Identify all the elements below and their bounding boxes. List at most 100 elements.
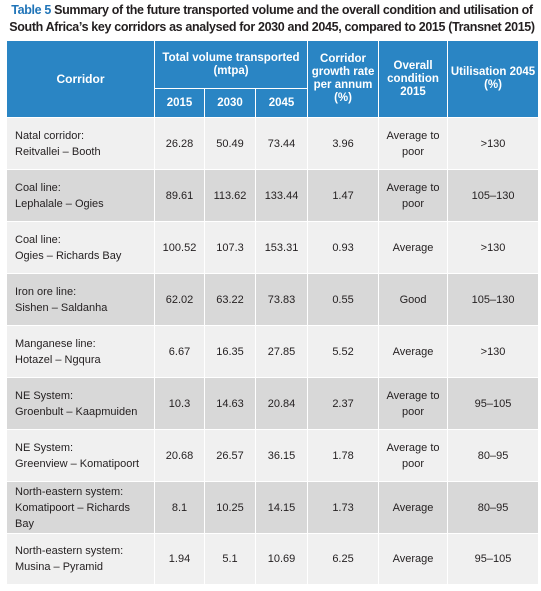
corridor-name-cell: North-eastern system: Musina – Pyramid	[6, 533, 155, 585]
corridor-line-name: North-eastern system:	[15, 485, 124, 498]
growth-rate-cell: 3.96	[307, 117, 380, 170]
corridor-name-cell: Manganese line: Hotazel – Ngqura	[6, 325, 155, 378]
corridor-line-name: Iron ore line:	[15, 285, 77, 298]
corridor-line-name: Natal corridor:	[15, 129, 85, 142]
volume-2045-cell: 10.69	[254, 533, 309, 585]
header-total-volume: Total volume transported (mtpa)	[153, 40, 309, 89]
utilisation-cell: 105–130	[447, 169, 540, 222]
condition-cell: Average to poor	[378, 169, 449, 222]
growth-rate-cell: 0.93	[307, 221, 380, 274]
table-row: NE System: Greenview – Komatipoort 20.68 26…	[6, 429, 540, 482]
corridor-name-cell: Natal corridor: Reitvallei – Booth	[6, 117, 155, 170]
growth-rate-cell: 2.37	[307, 377, 380, 430]
volume-2015-cell: 1.94	[154, 533, 205, 585]
table-row: Coal line: Ogies – Richards Bay 100.52 107.…	[6, 221, 540, 274]
volume-2030-cell: 113.62	[204, 169, 256, 222]
table-caption: Table 5 Summary of the future transporte…	[6, 2, 538, 36]
volume-2045-cell: 73.83	[254, 273, 309, 326]
condition-text: Average to	[386, 181, 440, 194]
corridor-route: Groenbult – Kaapmuiden	[15, 405, 138, 418]
header-years-row: 2015 2030 2045	[7, 88, 539, 118]
table-row: North-eastern system: Komatipoort – Richa…	[6, 481, 540, 534]
volume-2030-cell: 14.63	[204, 377, 256, 430]
table-row: Natal corridor: Reitvallei – Booth 26.28 50…	[6, 117, 540, 170]
corridor-line-name: NE System:	[15, 389, 74, 402]
table-label: Table 5	[11, 3, 51, 17]
condition-cell: Average	[378, 481, 449, 534]
condition-cell: Average	[378, 325, 449, 378]
utilisation-cell: >130	[447, 117, 540, 170]
volume-2045-cell: 73.44	[254, 117, 309, 170]
corridor-line-name: Manganese line:	[15, 337, 96, 350]
condition-cell: Good	[378, 273, 449, 326]
header-year-2030: 2030	[204, 88, 256, 118]
corridor-route: Lephalale – Ogies	[15, 197, 104, 210]
corridor-route: Hotazel – Ngqura	[15, 353, 101, 366]
volume-2015-cell: 89.61	[154, 169, 205, 222]
volume-2030-cell: 10.25	[204, 481, 256, 534]
condition-text-line2: poor	[402, 405, 425, 418]
utilisation-cell: 95–105	[447, 377, 540, 430]
condition-cell: Average to poor	[378, 377, 449, 430]
volume-2030-cell: 5.1	[204, 533, 256, 585]
header-year-2045: 2045	[254, 88, 309, 118]
utilisation-cell: 95–105	[447, 533, 540, 585]
volume-2045-cell: 133.44	[254, 169, 309, 222]
utilisation-cell: 105–130	[447, 273, 540, 326]
condition-text: Average	[392, 553, 434, 565]
corridor-table: Corridor Total volume transported (mtpa)…	[6, 40, 540, 585]
header-year-2015: 2015	[154, 88, 205, 118]
volume-2015-cell: 62.02	[154, 273, 205, 326]
volume-2045-cell: 20.84	[254, 377, 309, 430]
corridor-name-cell: Iron ore line: Sishen – Saldanha	[6, 273, 155, 326]
condition-text: Average	[392, 345, 434, 358]
volume-2015-cell: 20.68	[154, 429, 205, 482]
volume-2030-cell: 107.3	[204, 221, 256, 274]
volume-2030-cell: 16.35	[204, 325, 256, 378]
condition-text: Average to	[386, 441, 440, 454]
header-condition: Overall condition 2015	[378, 40, 449, 118]
corridor-line-name: Coal line:	[15, 233, 61, 246]
volume-2015-cell: 6.67	[154, 325, 205, 378]
condition-cell: Average	[378, 221, 449, 274]
corridor-line-name: North-eastern system:	[15, 545, 124, 557]
condition-text-line2: poor	[402, 197, 425, 210]
corridor-name-cell: NE System: Groenbult – Kaapmuiden	[6, 377, 155, 430]
condition-text: Average to	[386, 129, 440, 142]
condition-cell: Average	[378, 533, 449, 585]
condition-text: Average	[392, 501, 434, 514]
utilisation-cell: >130	[447, 325, 540, 378]
condition-cell: Average to poor	[378, 429, 449, 482]
growth-rate-cell: 1.78	[307, 429, 380, 482]
corridor-line-name: Coal line:	[15, 181, 61, 194]
corridor-route: Sishen – Saldanha	[15, 301, 108, 314]
header-utilisation: Utilisation 2045 (%)	[447, 40, 540, 118]
corridor-name-cell: NE System: Greenview – Komatipoort	[6, 429, 155, 482]
volume-2015-cell: 8.1	[154, 481, 205, 534]
corridor-route: Reitvallei – Booth	[15, 145, 101, 158]
table-body: Natal corridor: Reitvallei – Booth 26.28 50…	[6, 117, 540, 585]
corridor-route: Greenview – Komatipoort	[15, 457, 140, 470]
volume-2045-cell: 27.85	[254, 325, 309, 378]
volume-2030-cell: 26.57	[204, 429, 256, 482]
condition-text: Average to	[386, 389, 440, 402]
header-growth-rate: Corridor growth rate per annum (%)	[307, 40, 380, 118]
corridor-name-cell: Coal line: Lephalale – Ogies	[6, 169, 155, 222]
table-row: Coal line: Lephalale – Ogies 89.61 113.62 13…	[6, 169, 540, 222]
volume-2030-cell: 50.49	[204, 117, 256, 170]
corridor-route: Musina – Pyramid	[15, 561, 104, 573]
header-corridor: Corridor	[6, 40, 155, 118]
volume-2015-cell: 100.52	[154, 221, 205, 274]
growth-rate-cell: 1.47	[307, 169, 380, 222]
header-row: Corridor Total volume transported (mtpa)…	[6, 40, 540, 118]
volume-2045-cell: 36.15	[254, 429, 309, 482]
condition-text: Average	[392, 241, 434, 254]
volume-2015-cell: 26.28	[154, 117, 205, 170]
condition-cell: Average to poor	[378, 117, 449, 170]
condition-text-line2: poor	[402, 457, 425, 470]
corridor-route: Komatipoort – Richards Bay	[15, 501, 130, 530]
condition-text-line2: poor	[402, 145, 425, 158]
table-row: Iron ore line: Sishen – Saldanha 62.02 63.2…	[6, 273, 540, 326]
utilisation-cell: >130	[447, 221, 540, 274]
corridor-name-cell: North-eastern system: Komatipoort – Richa…	[6, 481, 155, 534]
